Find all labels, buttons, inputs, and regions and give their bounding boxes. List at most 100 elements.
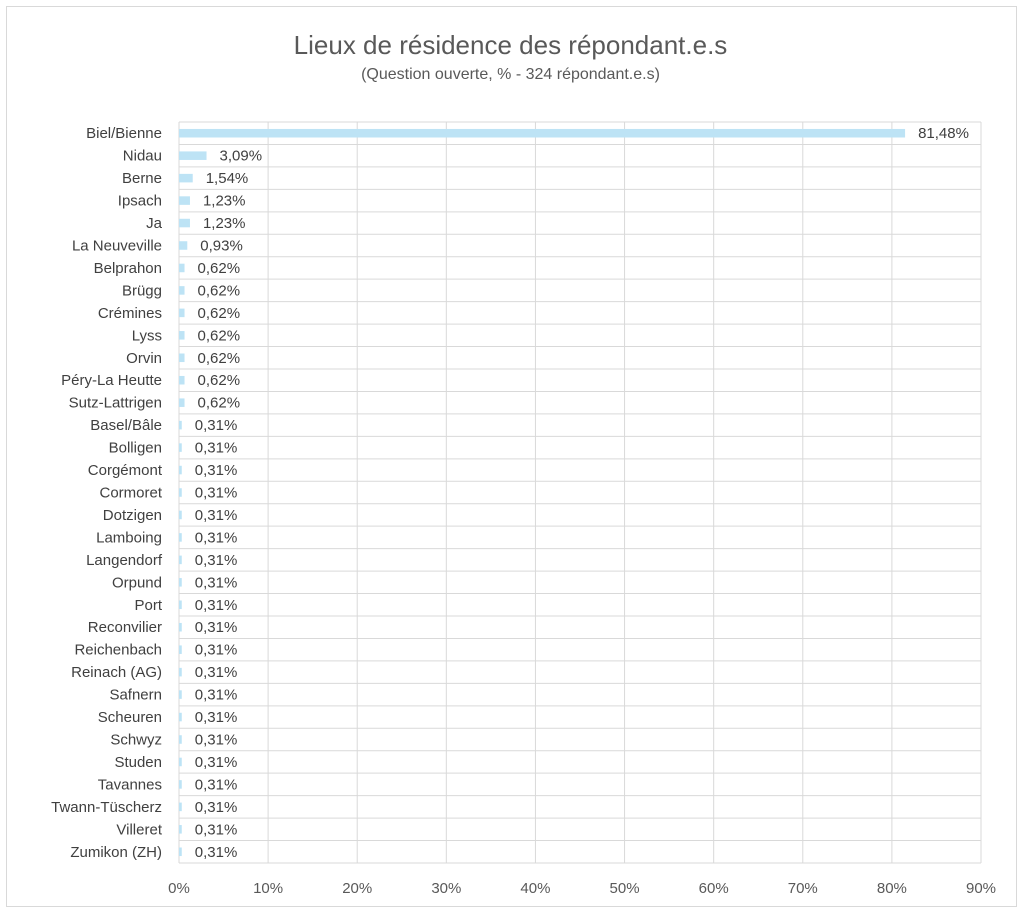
bar	[179, 151, 207, 160]
data-label: 1,23%	[203, 215, 246, 232]
bar	[179, 263, 185, 273]
x-tick-label: 20%	[342, 880, 372, 897]
category-label: Reinach (AG)	[71, 664, 162, 681]
data-label: 0,31%	[195, 619, 238, 636]
labels: 0% 10% 20% 30% 40% 50% 60% 70% 80% 90% Biel/Bienne…	[51, 125, 996, 897]
data-label: 1,23%	[203, 193, 246, 210]
data-label: 0,93%	[200, 238, 243, 255]
bar	[179, 331, 185, 340]
data-label: 0,62%	[198, 260, 241, 277]
category-label: Villeret	[116, 821, 162, 838]
data-label: 0,62%	[198, 327, 241, 344]
category-label: Ja	[146, 215, 163, 232]
category-label: Péry-La Heutte	[61, 372, 162, 389]
bar	[179, 308, 185, 318]
x-tick-label: 60%	[699, 880, 729, 897]
category-label: Lyss	[132, 327, 162, 344]
data-label: 0,31%	[195, 552, 238, 569]
bar	[179, 622, 182, 632]
data-label: 0,31%	[195, 417, 238, 434]
bar	[179, 847, 182, 857]
category-label: Sutz-Lattrigen	[69, 395, 162, 412]
category-label: Corgémont	[88, 462, 163, 479]
data-label: 0,62%	[198, 282, 241, 299]
data-label: 0,31%	[195, 529, 238, 546]
data-label: 0,31%	[195, 574, 238, 591]
data-label: 0,62%	[198, 350, 241, 367]
bar	[179, 218, 190, 228]
data-label: 0,62%	[198, 372, 241, 389]
bar	[179, 645, 182, 654]
grid-lines	[178, 121, 982, 864]
x-tick-label: 70%	[788, 880, 818, 897]
category-label: Reichenbach	[74, 642, 162, 659]
data-label: 0,31%	[195, 776, 238, 793]
category-label: Biel/Bienne	[86, 125, 162, 142]
category-label: Zumikon (ZH)	[70, 844, 162, 861]
bar	[179, 353, 185, 363]
bar	[179, 757, 182, 767]
category-label: Dotzigen	[103, 507, 162, 524]
category-label: La Neuveville	[72, 238, 162, 255]
data-label: 81,48%	[918, 125, 969, 142]
data-label: 0,31%	[195, 821, 238, 838]
bar	[179, 533, 182, 542]
x-tick-label: 80%	[877, 880, 907, 897]
bar	[179, 488, 182, 497]
x-tick-label: 10%	[253, 880, 283, 897]
bar	[179, 420, 182, 430]
bar	[179, 555, 182, 565]
data-label: 0,31%	[195, 709, 238, 726]
chart-title: Lieux de résidence des répondant.e.s	[293, 30, 728, 60]
data-label: 0,31%	[195, 687, 238, 704]
category-label: Berne	[122, 170, 162, 187]
category-label: Nidau	[123, 148, 162, 165]
bar	[179, 780, 182, 789]
category-label: Safnern	[109, 687, 162, 704]
category-label: Twann-Tüscherz	[51, 799, 162, 816]
bar	[179, 802, 182, 812]
category-label: Ipsach	[118, 193, 162, 210]
chart-frame	[6, 6, 1017, 907]
bar	[179, 241, 188, 250]
category-label: Reconvilier	[88, 619, 162, 636]
bar	[179, 443, 182, 452]
bar	[179, 600, 182, 610]
category-label: Bolligen	[109, 440, 162, 457]
bar	[179, 667, 182, 677]
bars	[179, 128, 906, 857]
category-label: Lamboing	[96, 529, 162, 546]
data-label: 3,09%	[220, 148, 263, 165]
data-label: 1,54%	[206, 170, 249, 187]
data-label: 0,62%	[198, 395, 241, 412]
data-label: 0,31%	[195, 462, 238, 479]
bar	[179, 578, 182, 587]
category-label: Scheuren	[98, 709, 162, 726]
category-label: Brügg	[122, 282, 162, 299]
category-label: Basel/Bâle	[90, 417, 162, 434]
category-label: Orpund	[112, 574, 162, 591]
category-label: Schwyz	[110, 732, 162, 749]
bar	[179, 510, 182, 520]
data-label: 0,31%	[195, 664, 238, 681]
bar	[179, 465, 182, 475]
data-label: 0,31%	[195, 642, 238, 659]
data-label: 0,31%	[195, 754, 238, 771]
bar	[179, 690, 182, 699]
bar	[179, 735, 182, 744]
category-label: Belprahon	[94, 260, 162, 277]
bar	[179, 128, 906, 138]
data-label: 0,62%	[198, 305, 241, 322]
category-label: Tavannes	[98, 776, 162, 793]
data-label: 0,31%	[195, 799, 238, 816]
category-label: Crémines	[98, 305, 162, 322]
x-tick-label: 40%	[520, 880, 550, 897]
bar	[179, 375, 185, 385]
x-tick-label: 30%	[431, 880, 461, 897]
data-label: 0,31%	[195, 597, 238, 614]
category-label: Orvin	[126, 350, 162, 367]
data-label: 0,31%	[195, 732, 238, 749]
x-tick-label: 90%	[966, 880, 996, 897]
x-tick-label: 0%	[168, 880, 190, 897]
